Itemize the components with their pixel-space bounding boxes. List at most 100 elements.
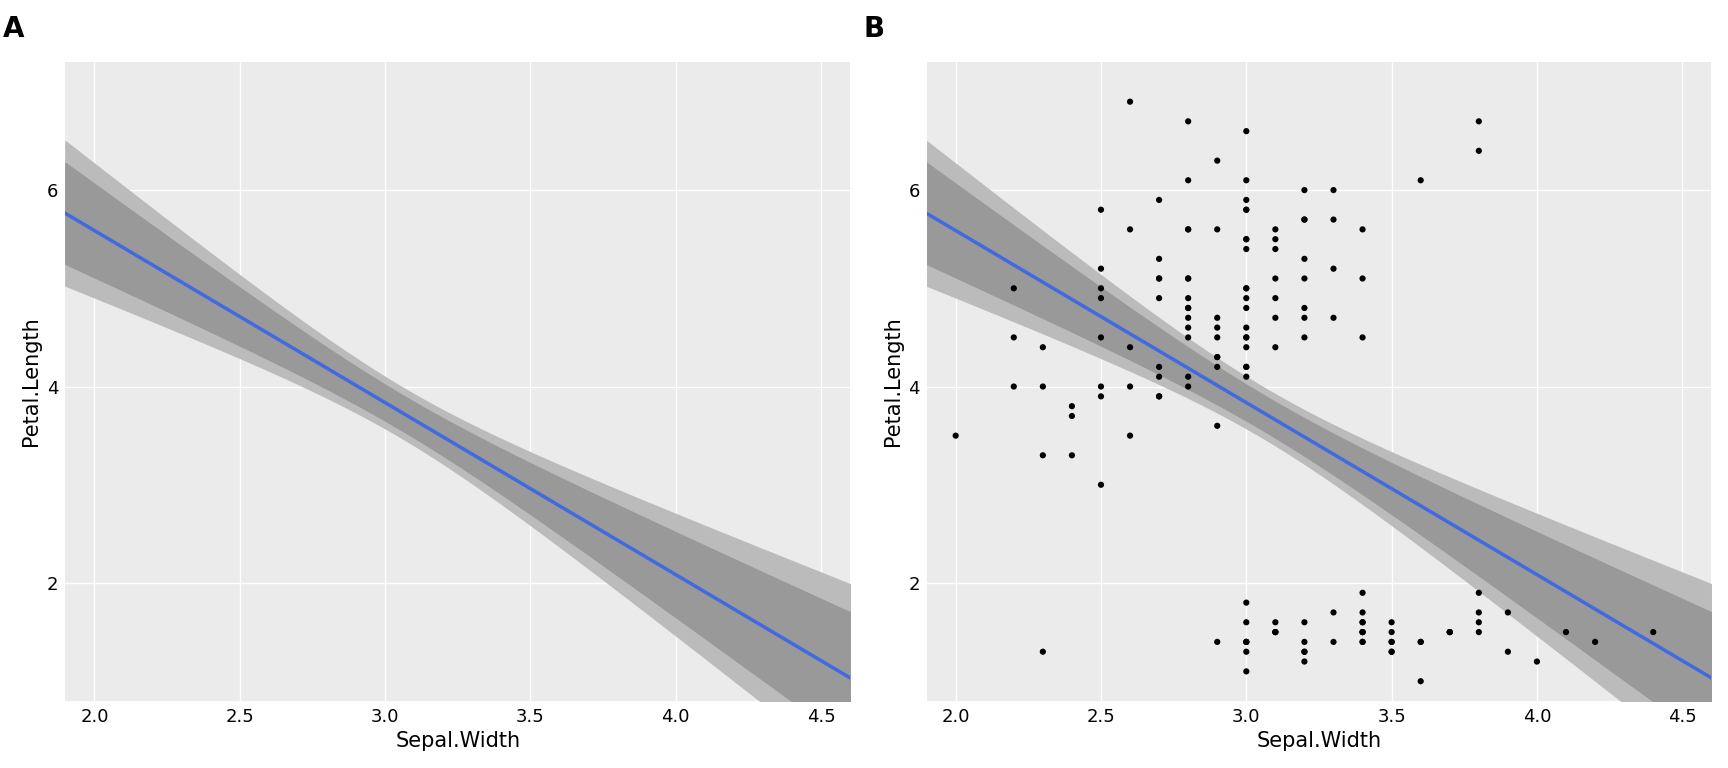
X-axis label: Sepal.Width: Sepal.Width	[396, 731, 520, 751]
Point	[1552, 626, 1579, 638]
Point	[1291, 616, 1318, 628]
Point	[1232, 292, 1260, 304]
Point	[1087, 380, 1115, 392]
Point	[1175, 322, 1203, 334]
Point	[1232, 233, 1260, 245]
Point	[1261, 312, 1289, 324]
Point	[1291, 253, 1318, 265]
Point	[1203, 361, 1230, 373]
Point	[1261, 292, 1289, 304]
Point	[1640, 626, 1668, 638]
Point	[1495, 646, 1522, 658]
Point	[1377, 636, 1405, 648]
Point	[1232, 616, 1260, 628]
Point	[1203, 154, 1230, 167]
Point	[1232, 204, 1260, 216]
Point	[1232, 282, 1260, 294]
Point	[1146, 390, 1173, 402]
Point	[1581, 636, 1609, 648]
Point	[1232, 125, 1260, 137]
Point	[1087, 204, 1115, 216]
Point	[1350, 626, 1377, 638]
Point	[1175, 302, 1203, 314]
Point	[1116, 95, 1144, 108]
Point	[1261, 616, 1289, 628]
Point	[1028, 380, 1056, 392]
Point	[1116, 429, 1144, 442]
Point	[1320, 636, 1348, 648]
Point	[1175, 115, 1203, 127]
Point	[1291, 646, 1318, 658]
Point	[1146, 253, 1173, 265]
Point	[1261, 341, 1289, 353]
Point	[1232, 233, 1260, 245]
Point	[1175, 371, 1203, 383]
Point	[1116, 380, 1144, 392]
Point	[1291, 214, 1318, 226]
Point	[1087, 390, 1115, 402]
Point	[1465, 587, 1493, 599]
Point	[1203, 312, 1230, 324]
Point	[1436, 626, 1464, 638]
Point	[1232, 322, 1260, 334]
Point	[1203, 351, 1230, 363]
Point	[1232, 341, 1260, 353]
Point	[1028, 646, 1056, 658]
Point	[1291, 331, 1318, 343]
Point	[1001, 331, 1028, 343]
Point	[1232, 194, 1260, 206]
Point	[1203, 636, 1230, 648]
Point	[1350, 616, 1377, 628]
Point	[1232, 371, 1260, 383]
Point	[1001, 282, 1028, 294]
Point	[1232, 302, 1260, 314]
Point	[1058, 410, 1085, 422]
Point	[1261, 243, 1289, 255]
Point	[1261, 626, 1289, 638]
Point	[1232, 204, 1260, 216]
Point	[1232, 331, 1260, 343]
Point	[1175, 223, 1203, 236]
Point	[1350, 606, 1377, 618]
Point	[1320, 214, 1348, 226]
Point	[1058, 400, 1085, 412]
Point	[1175, 273, 1203, 285]
Point	[1203, 351, 1230, 363]
Point	[1203, 331, 1230, 343]
Point	[1320, 263, 1348, 275]
Point	[1350, 331, 1377, 343]
Text: B: B	[864, 15, 885, 43]
Point	[1350, 616, 1377, 628]
Point	[1320, 606, 1348, 618]
Point	[1350, 273, 1377, 285]
Point	[1175, 302, 1203, 314]
Point	[1058, 449, 1085, 462]
Point	[1146, 194, 1173, 206]
Point	[1116, 223, 1144, 236]
Point	[1465, 144, 1493, 157]
Y-axis label: Petal.Length: Petal.Length	[21, 316, 41, 446]
Point	[1495, 606, 1522, 618]
Point	[1522, 655, 1550, 667]
Point	[1291, 655, 1318, 667]
Point	[1291, 184, 1318, 197]
Point	[1232, 665, 1260, 677]
Point	[1291, 302, 1318, 314]
Point	[1291, 273, 1318, 285]
Point	[1146, 273, 1173, 285]
Point	[1407, 174, 1434, 187]
Point	[1377, 636, 1405, 648]
Point	[1175, 174, 1203, 187]
Point	[1175, 273, 1203, 285]
Point	[1232, 361, 1260, 373]
Point	[1407, 636, 1434, 648]
Point	[1175, 380, 1203, 392]
Point	[1001, 380, 1028, 392]
Point	[1232, 174, 1260, 187]
Point	[1087, 292, 1115, 304]
Text: A: A	[2, 15, 24, 43]
Point	[1320, 184, 1348, 197]
Point	[1465, 606, 1493, 618]
Point	[1175, 292, 1203, 304]
Point	[1465, 626, 1493, 638]
